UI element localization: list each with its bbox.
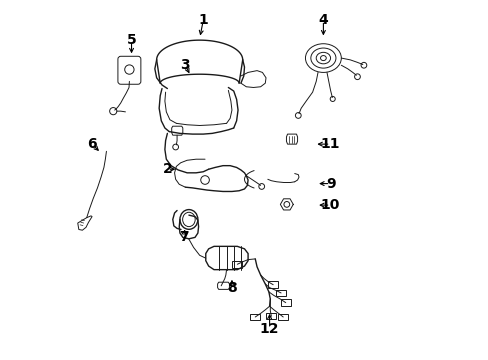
Text: 8: 8: [226, 280, 236, 294]
Text: 6: 6: [87, 137, 97, 151]
Text: 11: 11: [320, 137, 340, 151]
Text: 2: 2: [162, 162, 172, 176]
Text: 9: 9: [325, 177, 335, 190]
Text: 12: 12: [259, 322, 279, 336]
Text: 7: 7: [178, 230, 188, 244]
Text: 10: 10: [320, 198, 340, 212]
Text: 1: 1: [198, 13, 208, 27]
Text: 3: 3: [180, 58, 190, 72]
Text: 4: 4: [318, 13, 327, 27]
Text: 5: 5: [126, 33, 136, 47]
